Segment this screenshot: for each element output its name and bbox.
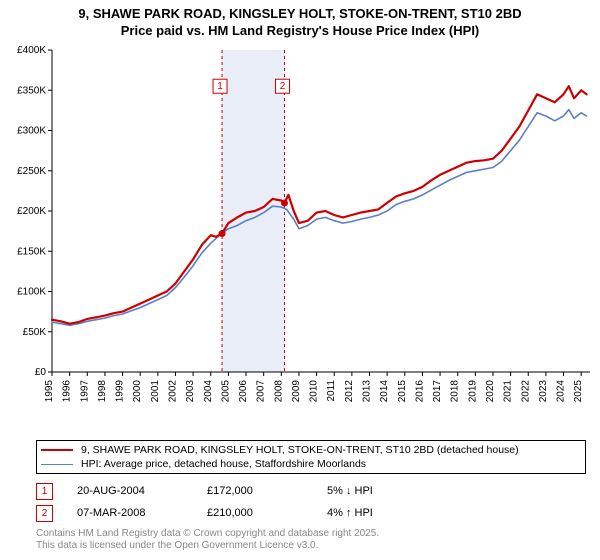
svg-text:2018: 2018 <box>450 380 461 403</box>
svg-text:£200K: £200K <box>17 206 46 217</box>
txn-change: 5% ↓ HPI <box>327 485 447 497</box>
chart-container: 9, SHAWE PARK ROAD, KINGSLEY HOLT, STOKE… <box>0 0 600 560</box>
svg-text:2001: 2001 <box>150 380 161 403</box>
legend-swatch-price-paid <box>41 449 73 451</box>
svg-text:2025: 2025 <box>573 380 584 403</box>
svg-text:2: 2 <box>280 81 286 92</box>
svg-text:2000: 2000 <box>132 380 143 403</box>
legend-item-hpi: HPI: Average price, detached house, Staf… <box>41 457 581 471</box>
svg-text:2012: 2012 <box>344 380 355 403</box>
svg-text:2013: 2013 <box>362 380 373 403</box>
svg-text:2003: 2003 <box>185 380 196 403</box>
chart-plot: £0 £50K £100K £150K £200K £250K £300K £350K £400… <box>0 42 600 432</box>
title-line-1: 9, SHAWE PARK ROAD, KINGSLEY HOLT, STOKE… <box>0 6 600 23</box>
svg-text:£250K: £250K <box>17 166 46 177</box>
txn-price: £210,000 <box>207 507 327 519</box>
svg-text:2006: 2006 <box>238 380 249 403</box>
svg-text:1999: 1999 <box>115 380 126 403</box>
svg-text:2004: 2004 <box>203 380 214 403</box>
txn-change: 4% ↑ HPI <box>327 507 447 519</box>
svg-text:2007: 2007 <box>256 380 267 403</box>
svg-text:2021: 2021 <box>503 380 514 403</box>
svg-text:2017: 2017 <box>432 380 443 403</box>
svg-text:£150K: £150K <box>17 246 46 257</box>
svg-text:1996: 1996 <box>62 380 73 403</box>
svg-text:£100K: £100K <box>17 287 46 298</box>
txn-date: 07-MAR-2008 <box>77 507 207 519</box>
svg-text:2016: 2016 <box>414 380 425 403</box>
svg-text:2010: 2010 <box>309 380 320 403</box>
marker-badge-1: 1 <box>36 483 53 500</box>
svg-text:£50K: £50K <box>23 327 47 338</box>
title-line-2: Price paid vs. HM Land Registry's House … <box>0 23 600 40</box>
svg-text:2005: 2005 <box>220 380 231 403</box>
txn-date: 20-AUG-2004 <box>77 485 207 497</box>
svg-text:2011: 2011 <box>326 380 337 402</box>
legend: 9, SHAWE PARK ROAD, KINGSLEY HOLT, STOKE… <box>36 440 586 474</box>
svg-text:2014: 2014 <box>379 380 390 403</box>
txn-price: £172,000 <box>207 485 327 497</box>
svg-text:2019: 2019 <box>467 380 478 403</box>
svg-text:1: 1 <box>217 81 223 92</box>
svg-text:2008: 2008 <box>273 380 284 403</box>
marker-badge-2: 2 <box>36 505 53 522</box>
svg-text:2023: 2023 <box>538 380 549 403</box>
svg-text:£0: £0 <box>35 367 47 378</box>
svg-text:2009: 2009 <box>291 380 302 403</box>
svg-text:2024: 2024 <box>556 380 567 403</box>
svg-text:1997: 1997 <box>79 380 90 403</box>
legend-label-hpi: HPI: Average price, detached house, Staf… <box>81 458 366 470</box>
svg-text:2015: 2015 <box>397 380 408 403</box>
footer-line-2: This data is licensed under the Open Gov… <box>36 540 379 552</box>
svg-text:£400K: £400K <box>17 45 46 56</box>
chart-title: 9, SHAWE PARK ROAD, KINGSLEY HOLT, STOKE… <box>0 0 600 40</box>
transactions-table: 1 20-AUG-2004 £172,000 5% ↓ HPI 2 07-MAR… <box>36 480 447 524</box>
legend-swatch-hpi <box>41 464 73 465</box>
svg-text:2002: 2002 <box>167 380 178 403</box>
legend-label-price-paid: 9, SHAWE PARK ROAD, KINGSLEY HOLT, STOKE… <box>81 444 519 456</box>
table-row: 2 07-MAR-2008 £210,000 4% ↑ HPI <box>36 502 447 524</box>
svg-text:£350K: £350K <box>17 85 46 96</box>
legend-item-price-paid: 9, SHAWE PARK ROAD, KINGSLEY HOLT, STOKE… <box>41 443 581 457</box>
footer-attribution: Contains HM Land Registry data © Crown c… <box>36 528 379 552</box>
svg-text:2020: 2020 <box>485 380 496 403</box>
svg-text:£300K: £300K <box>17 126 46 137</box>
chart-svg: £0 £50K £100K £150K £200K £250K £300K £350K £400… <box>0 42 600 432</box>
svg-text:1995: 1995 <box>44 380 55 403</box>
footer-line-1: Contains HM Land Registry data © Crown c… <box>36 528 379 540</box>
svg-text:2022: 2022 <box>520 380 531 403</box>
table-row: 1 20-AUG-2004 £172,000 5% ↓ HPI <box>36 480 447 502</box>
svg-text:1998: 1998 <box>97 380 108 403</box>
